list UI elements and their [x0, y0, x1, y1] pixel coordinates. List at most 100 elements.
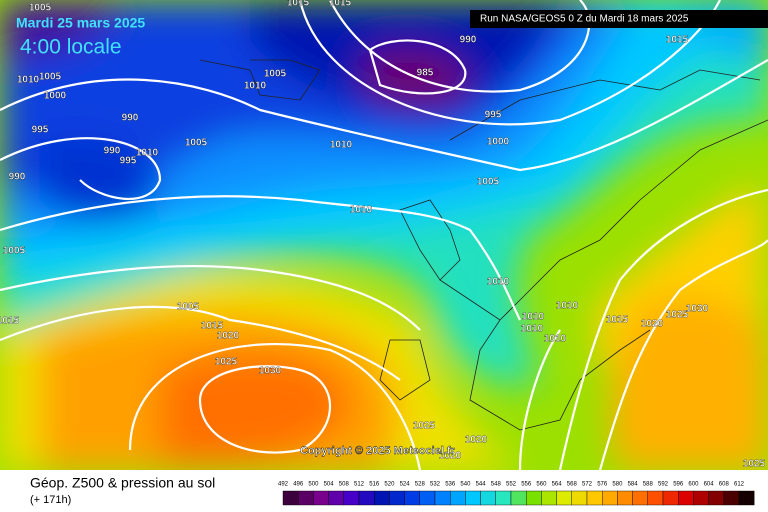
- isobar-label: 1005: [264, 69, 287, 80]
- scale-box: [571, 490, 588, 506]
- scale-box: [556, 490, 572, 506]
- scale-label: 528: [415, 482, 426, 488]
- footer-title: Géop. Z500 & pression au sol: [30, 475, 215, 491]
- scale-box: [693, 490, 709, 506]
- scale-box: [602, 490, 618, 506]
- isobar-label: 1025: [215, 357, 238, 368]
- scale-box: [647, 490, 664, 506]
- isobar-label: 1005: [29, 3, 52, 14]
- scale-box: [632, 490, 648, 506]
- isobar-label: 1015: [0, 316, 20, 327]
- isobar-label: 990: [9, 172, 26, 183]
- scale-box: [404, 490, 421, 506]
- isobar-label: 1015: [666, 35, 689, 46]
- scale-box: [282, 490, 299, 506]
- run-info: Run NASA/GEOS5 0 Z du Mardi 18 mars 2025: [480, 14, 689, 25]
- scale-label: 556: [521, 482, 532, 488]
- scale-box: [465, 490, 481, 506]
- scale-box: [510, 490, 527, 506]
- isobar-label: 985: [417, 68, 434, 79]
- coastlines: [199, 59, 768, 431]
- scale-box: [328, 490, 345, 506]
- isobar-label: 1010: [330, 140, 353, 151]
- isobar-label: 995: [485, 110, 502, 121]
- isobar-label: 1025: [743, 459, 766, 470]
- scale-label: 500: [308, 482, 319, 488]
- scale-box: [662, 490, 679, 506]
- date: Mardi 25 mars 2025: [16, 15, 145, 31]
- scale-label: 584: [628, 482, 639, 488]
- isobar-label: 1030: [259, 366, 282, 377]
- scale-label: 504: [324, 482, 335, 488]
- scale-label: 536: [445, 482, 456, 488]
- scale-box: [738, 490, 755, 506]
- scale-box: [586, 490, 603, 506]
- isobar-label: 1015: [201, 321, 224, 332]
- isobar-label: 1010: [521, 324, 544, 335]
- scale-label: 548: [491, 482, 502, 488]
- scale-label: 516: [369, 482, 380, 488]
- scale-box: [313, 490, 329, 506]
- scale-box: [389, 490, 405, 506]
- isobar-label: 1025: [666, 310, 689, 321]
- isobar-label: 1020: [439, 451, 462, 462]
- scale-label: 560: [536, 482, 547, 488]
- scale-box: [495, 490, 512, 506]
- scale-box: [723, 490, 740, 506]
- scale-label: 572: [582, 482, 593, 488]
- scale-box: [678, 490, 694, 506]
- scale-label: 496: [293, 482, 304, 488]
- scale-label: 576: [597, 482, 608, 488]
- scale-box: [617, 490, 633, 506]
- isobar-label: 990: [104, 146, 121, 157]
- scale-label: 544: [476, 482, 487, 488]
- scale-label: 552: [506, 482, 517, 488]
- isobar-label: 1005: [39, 72, 62, 83]
- isobar-label: 995: [32, 125, 49, 136]
- isobar-label: 1020: [465, 435, 488, 446]
- isobar-label: 1010: [522, 312, 545, 323]
- scale-box: [450, 490, 466, 506]
- scale-label: 520: [384, 482, 395, 488]
- isobar-label: 1005: [185, 138, 208, 149]
- scale-label: 568: [567, 482, 578, 488]
- isobar-label: 1025: [413, 421, 436, 432]
- scale-box: [480, 490, 497, 506]
- isobar-label: 1005: [3, 246, 26, 257]
- isobar-label: 1010: [244, 81, 267, 92]
- isobar-label: 1010: [487, 277, 510, 288]
- isobar-label: 1005: [477, 177, 500, 188]
- run-box: [470, 10, 768, 28]
- scale-label: 612: [734, 482, 745, 488]
- scale-label: 524: [400, 482, 411, 488]
- scale-label: 608: [719, 482, 730, 488]
- isobar-label: 1010: [556, 301, 579, 312]
- scale-box: [358, 490, 375, 506]
- isobar-label: 1015: [287, 0, 310, 9]
- scale-label: 540: [460, 482, 471, 488]
- scale-label: 512: [354, 482, 365, 488]
- isobar-label: 990: [122, 113, 139, 124]
- isobar-label: 1000: [44, 91, 67, 102]
- isobar-label: 1015: [329, 0, 352, 9]
- scale-label: 592: [658, 482, 669, 488]
- footer-lead: (+ 171h): [30, 494, 71, 506]
- isobar-label: 1030: [686, 304, 709, 315]
- scale-box: [343, 490, 360, 506]
- scale-label: 596: [673, 482, 684, 488]
- scale-label: 564: [552, 482, 563, 488]
- time: 4:00 locale: [20, 36, 122, 59]
- scale-label: 532: [430, 482, 441, 488]
- scale-box: [374, 490, 390, 506]
- scale-box: [419, 490, 436, 506]
- scale-label: 508: [339, 482, 350, 488]
- isobar-label: 1010: [17, 75, 40, 86]
- scale-box: [434, 490, 451, 506]
- copyright: Copyright © 2025 Meteociel.fr: [300, 445, 456, 457]
- scale-box: [526, 490, 542, 506]
- scale-label: 604: [704, 482, 715, 488]
- isobar-label: 1010: [136, 148, 159, 159]
- scale-label: 492: [278, 482, 289, 488]
